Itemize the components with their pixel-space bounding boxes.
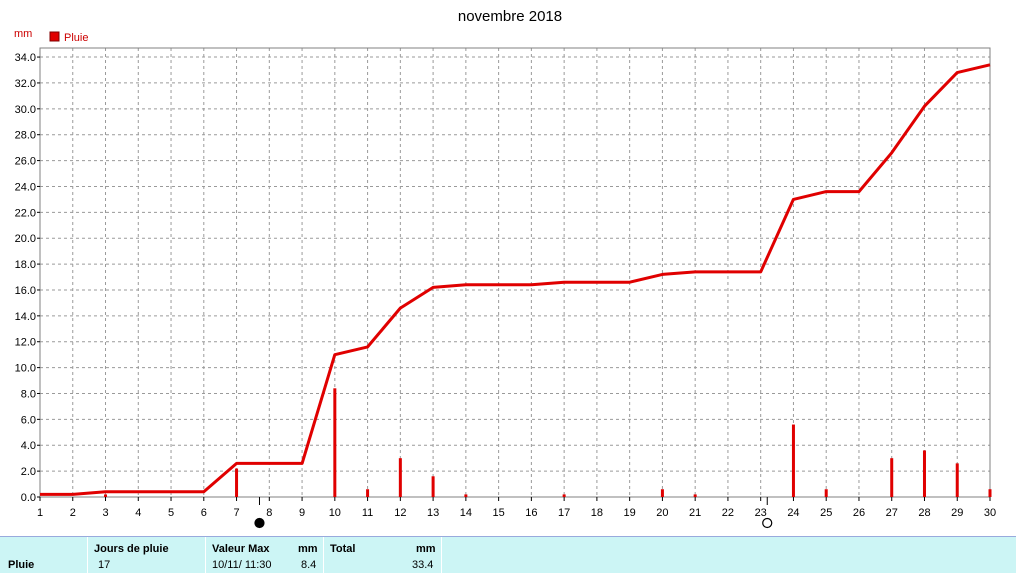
x-tick-label: 19 xyxy=(624,507,636,519)
moon-phases xyxy=(254,497,773,529)
x-tick-label: 29 xyxy=(951,507,963,519)
rain-bar xyxy=(955,463,959,497)
rain-bar xyxy=(104,494,108,497)
rain-bar xyxy=(366,489,370,497)
plot-frame xyxy=(39,47,991,498)
y-tick-label: 26.0 xyxy=(15,156,36,168)
max-value-unit: mm xyxy=(298,543,318,555)
rain-bar xyxy=(693,494,697,497)
x-tick-label: 30 xyxy=(984,507,996,519)
y-tick-label: 12.0 xyxy=(15,337,36,349)
rain-chart: novembre 2018 mm Pluie 0.02.04.06.08.010… xyxy=(14,8,996,529)
grid xyxy=(39,48,991,498)
x-axis: 1 2 3 4 5 6 7 8 9 10 11 12 13 14 15 16 17 18 19 20 21 22 23 24 2… xyxy=(37,497,996,519)
x-tick-label: 1 xyxy=(37,507,43,519)
rain-bar xyxy=(431,476,435,497)
x-tick-label: 8 xyxy=(266,507,272,519)
rain-bar xyxy=(333,388,337,497)
x-tick-label: 21 xyxy=(689,507,701,519)
x-tick-label: 15 xyxy=(492,507,504,519)
max-value-label: Valeur Max xyxy=(212,543,270,555)
y-tick-label: 0.0 xyxy=(21,492,36,504)
x-tick-label: 7 xyxy=(233,507,239,519)
rain-bar xyxy=(562,494,566,497)
x-tick-label: 11 xyxy=(362,507,373,519)
cumulative-rain-line-path xyxy=(40,63,991,496)
summary-row-header-cell: Pluie xyxy=(0,537,88,573)
x-tick-label: 17 xyxy=(558,507,570,519)
y-tick-label: 2.0 xyxy=(21,466,36,478)
y-tick-label: 10.0 xyxy=(15,363,36,375)
max-value-date: 10/11/ 11:30 xyxy=(212,559,272,571)
legend-label: Pluie xyxy=(64,32,88,44)
total-cell: Total mm 33.4 xyxy=(324,537,442,573)
x-tick-label: 26 xyxy=(853,507,865,519)
y-tick-label: 34.0 xyxy=(15,52,36,64)
rain-bar xyxy=(660,489,664,497)
rain-bar xyxy=(922,450,926,497)
y-tick-label: 22.0 xyxy=(15,207,36,219)
rain-bar xyxy=(791,424,795,497)
rain-bar xyxy=(824,489,828,497)
rain-bar xyxy=(464,494,468,497)
x-tick-label: 22 xyxy=(722,507,734,519)
rain-days-value: 17 xyxy=(98,559,111,571)
x-tick-label: 24 xyxy=(787,507,799,519)
y-tick-label: 8.0 xyxy=(21,388,36,400)
rain-bar xyxy=(890,458,894,497)
x-tick-label: 14 xyxy=(460,507,472,519)
y-tick-label: 28.0 xyxy=(15,130,36,142)
rain-days-label: Jours de pluie xyxy=(94,543,169,555)
y-tick-label: 16.0 xyxy=(15,285,36,297)
cumulative-rain-line xyxy=(40,63,991,496)
x-tick-label: 13 xyxy=(427,507,439,519)
x-tick-label: 10 xyxy=(329,507,341,519)
x-tick-label: 16 xyxy=(525,507,537,519)
x-tick-label: 3 xyxy=(102,507,108,519)
daily-rain-bars xyxy=(104,388,992,497)
rain-bar xyxy=(398,458,402,497)
y-tick-label: 18.0 xyxy=(15,259,36,271)
total-label: Total xyxy=(330,543,356,555)
new-moon-icon xyxy=(254,517,265,529)
x-tick-label: 6 xyxy=(201,507,207,519)
max-value-amount: 8.4 xyxy=(301,559,317,571)
total-unit: mm xyxy=(416,543,436,555)
x-tick-label: 28 xyxy=(918,507,930,519)
legend-swatch xyxy=(49,31,60,42)
rain-bar xyxy=(988,489,992,497)
x-tick-label: 4 xyxy=(135,507,141,519)
max-value-cell: Valeur Max mm 10/11/ 11:30 8.4 xyxy=(206,537,324,573)
x-tick-label: 27 xyxy=(886,507,898,519)
y-tick-label: 14.0 xyxy=(15,311,36,323)
rain-days-cell: Jours de pluie 17 xyxy=(88,537,206,573)
summary-row-label: Pluie xyxy=(8,559,35,571)
full-moon-icon xyxy=(762,517,773,529)
x-tick-label: 5 xyxy=(168,507,174,519)
x-tick-label: 2 xyxy=(70,507,76,519)
summary-table: Pluie Jours de pluie 17 Valeur Max mm 10… xyxy=(0,536,1016,573)
summary-empty-cell xyxy=(442,537,1016,573)
x-tick-label: 20 xyxy=(656,507,668,519)
y-tick-label: 24.0 xyxy=(15,181,36,193)
y-axis: 0.0 2.0 4.0 6.0 8.0 10.0 12.0 14.0 16.0 18.0 20.0 2… xyxy=(15,52,40,504)
x-tick-label: 25 xyxy=(820,507,832,519)
y-tick-label: 30.0 xyxy=(15,104,36,116)
y-tick-label: 32.0 xyxy=(15,78,36,90)
rain-bar xyxy=(235,468,239,497)
y-axis-unit: mm xyxy=(14,28,32,40)
x-tick-label: 9 xyxy=(299,507,305,519)
y-tick-label: 4.0 xyxy=(21,440,36,452)
x-tick-label: 23 xyxy=(755,507,767,519)
y-tick-label: 6.0 xyxy=(21,414,36,426)
x-tick-label: 12 xyxy=(394,507,406,519)
x-tick-label: 18 xyxy=(591,507,603,519)
y-tick-label: 20.0 xyxy=(15,233,36,245)
chart-title: novembre 2018 xyxy=(458,8,562,25)
total-value: 33.4 xyxy=(412,559,434,571)
